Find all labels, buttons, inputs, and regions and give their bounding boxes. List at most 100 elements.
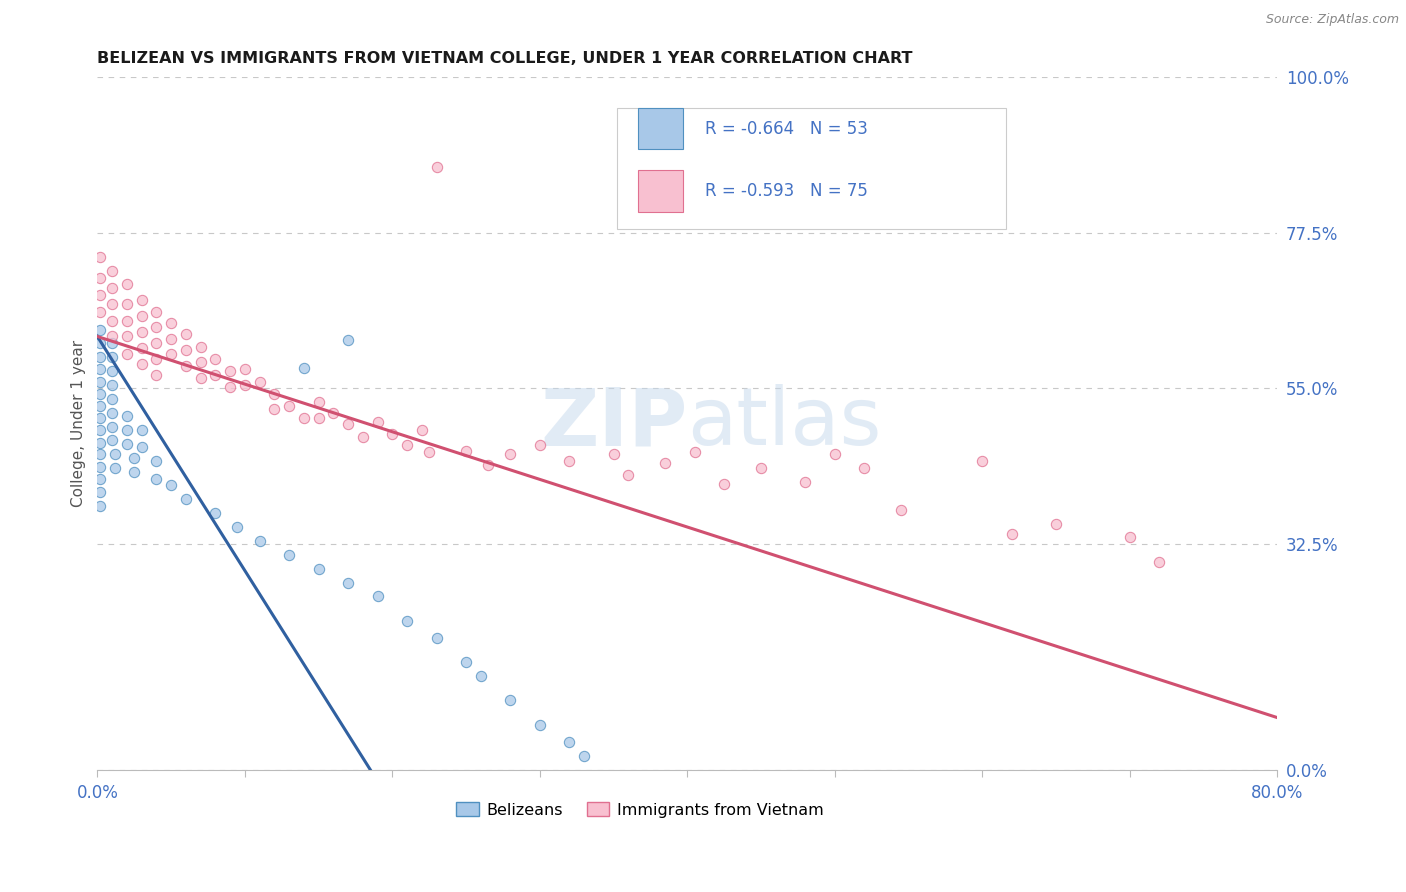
Point bbox=[367, 415, 389, 429]
Point bbox=[824, 447, 846, 461]
Point bbox=[292, 360, 315, 375]
Point bbox=[381, 426, 404, 441]
Point bbox=[654, 456, 676, 470]
Point bbox=[499, 693, 522, 707]
Point bbox=[89, 375, 111, 389]
Point bbox=[145, 454, 167, 468]
Text: Source: ZipAtlas.com: Source: ZipAtlas.com bbox=[1265, 13, 1399, 27]
Point bbox=[122, 450, 145, 465]
Point bbox=[683, 445, 706, 459]
Point bbox=[352, 430, 374, 444]
Point bbox=[101, 281, 124, 295]
Point bbox=[367, 590, 389, 604]
Point bbox=[131, 357, 153, 371]
Point bbox=[115, 277, 138, 292]
Point bbox=[853, 461, 876, 475]
Point bbox=[101, 313, 124, 327]
Point bbox=[89, 447, 111, 461]
Point bbox=[617, 468, 640, 483]
Point bbox=[104, 461, 127, 475]
Point bbox=[426, 631, 449, 645]
Point bbox=[101, 329, 124, 343]
Point bbox=[115, 347, 138, 361]
Point bbox=[263, 402, 285, 417]
Point bbox=[89, 288, 111, 302]
Point bbox=[263, 387, 285, 401]
Point bbox=[190, 340, 212, 354]
Point bbox=[174, 359, 197, 374]
Point bbox=[101, 392, 124, 406]
Point bbox=[308, 410, 330, 425]
Point bbox=[160, 478, 183, 492]
Point bbox=[470, 669, 492, 683]
Point bbox=[1045, 516, 1067, 531]
Point bbox=[190, 371, 212, 385]
Point bbox=[713, 477, 735, 491]
Point bbox=[89, 322, 111, 336]
Point bbox=[456, 443, 478, 458]
Point bbox=[89, 435, 111, 450]
Point bbox=[174, 327, 197, 342]
Point bbox=[411, 423, 433, 437]
Text: BELIZEAN VS IMMIGRANTS FROM VIETNAM COLLEGE, UNDER 1 YEAR CORRELATION CHART: BELIZEAN VS IMMIGRANTS FROM VIETNAM COLL… bbox=[97, 51, 912, 66]
Point bbox=[572, 748, 595, 763]
Point bbox=[101, 434, 124, 448]
Point bbox=[249, 533, 271, 548]
Point bbox=[131, 309, 153, 323]
Point bbox=[131, 341, 153, 355]
Point bbox=[115, 409, 138, 424]
Point bbox=[308, 395, 330, 409]
Point bbox=[131, 325, 153, 339]
Point bbox=[396, 614, 419, 628]
Point bbox=[101, 336, 124, 351]
Point bbox=[89, 459, 111, 474]
Bar bbox=[638, 108, 683, 149]
Point bbox=[145, 352, 167, 367]
Point bbox=[190, 355, 212, 369]
Point bbox=[204, 506, 226, 520]
Point bbox=[131, 423, 153, 437]
Point bbox=[145, 336, 167, 351]
Point bbox=[89, 362, 111, 376]
Point bbox=[89, 270, 111, 285]
Point bbox=[101, 406, 124, 420]
Point bbox=[337, 333, 360, 347]
Point bbox=[456, 655, 478, 669]
Point bbox=[249, 375, 271, 389]
Point bbox=[89, 410, 111, 425]
Point bbox=[794, 475, 817, 489]
Point bbox=[101, 378, 124, 392]
Point bbox=[499, 447, 522, 461]
Point bbox=[145, 305, 167, 319]
Point bbox=[558, 735, 581, 749]
Point bbox=[101, 297, 124, 311]
Point bbox=[89, 351, 111, 365]
Point bbox=[131, 441, 153, 455]
Point bbox=[233, 378, 256, 392]
Point bbox=[278, 399, 301, 413]
Point bbox=[131, 293, 153, 307]
Point bbox=[89, 471, 111, 485]
Point bbox=[308, 562, 330, 576]
Point bbox=[115, 437, 138, 451]
FancyBboxPatch shape bbox=[617, 108, 1007, 229]
Point bbox=[749, 461, 772, 475]
Bar bbox=[638, 170, 683, 211]
Point bbox=[226, 520, 249, 534]
Point bbox=[529, 438, 551, 452]
Point bbox=[89, 500, 111, 514]
Point bbox=[890, 502, 912, 516]
Point bbox=[101, 364, 124, 378]
Y-axis label: College, Under 1 year: College, Under 1 year bbox=[72, 340, 86, 507]
Point bbox=[1119, 531, 1142, 545]
Point bbox=[115, 423, 138, 437]
Point bbox=[101, 419, 124, 434]
Point bbox=[174, 492, 197, 507]
Point bbox=[558, 454, 581, 468]
Point bbox=[89, 399, 111, 413]
Point bbox=[322, 406, 344, 420]
Point bbox=[292, 410, 315, 425]
Point bbox=[1001, 527, 1024, 541]
Point bbox=[89, 387, 111, 401]
Point bbox=[204, 352, 226, 367]
